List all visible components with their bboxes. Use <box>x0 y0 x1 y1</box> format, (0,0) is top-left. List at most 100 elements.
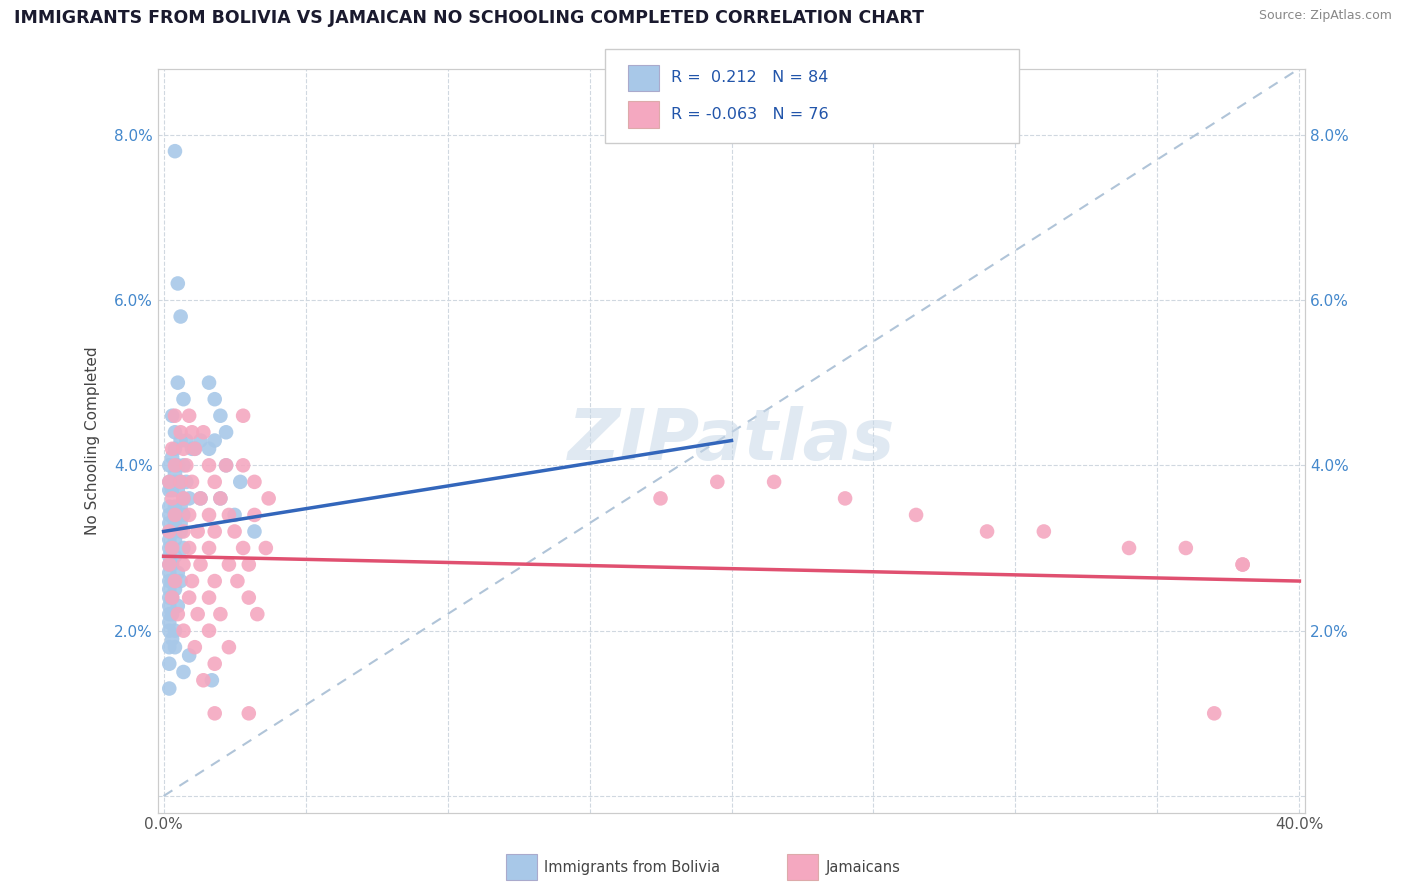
Point <box>243 475 266 489</box>
Point <box>163 409 186 423</box>
Point <box>254 541 277 555</box>
Point <box>166 277 188 291</box>
Point <box>190 434 212 448</box>
Point <box>169 500 191 514</box>
Point <box>172 491 194 506</box>
Point <box>1032 524 1054 539</box>
Point <box>169 475 191 489</box>
Point <box>229 475 252 489</box>
Point <box>166 483 188 497</box>
Point <box>198 541 221 555</box>
Point <box>160 591 183 605</box>
Point <box>179 409 201 423</box>
Point <box>224 508 246 522</box>
Point <box>157 500 180 514</box>
Point <box>181 425 204 440</box>
Point <box>172 558 194 572</box>
Point <box>169 574 191 588</box>
Point <box>163 467 186 481</box>
Point <box>181 574 204 588</box>
Point <box>157 574 180 588</box>
Point <box>163 574 186 588</box>
Point <box>166 566 188 580</box>
Point <box>1118 541 1140 555</box>
Point <box>157 599 180 613</box>
Point <box>198 442 221 456</box>
Point <box>204 475 226 489</box>
Point <box>257 491 280 506</box>
Point <box>243 508 266 522</box>
Point <box>181 475 204 489</box>
Point <box>706 475 728 489</box>
Point <box>179 591 201 605</box>
Point <box>157 624 180 638</box>
Point <box>160 450 183 464</box>
Point <box>232 541 254 555</box>
Point <box>238 558 260 572</box>
Point <box>157 615 180 630</box>
Point <box>163 524 186 539</box>
Point <box>160 483 183 497</box>
Text: R = -0.063   N = 76: R = -0.063 N = 76 <box>671 107 828 122</box>
Point <box>157 640 180 655</box>
Point <box>190 491 212 506</box>
Point <box>172 508 194 522</box>
Point <box>157 681 180 696</box>
Point <box>169 524 191 539</box>
Point <box>169 425 191 440</box>
Point <box>193 425 215 440</box>
Point <box>184 442 207 456</box>
Point <box>198 508 221 522</box>
Point <box>1204 706 1226 721</box>
Point <box>163 425 186 440</box>
Point <box>172 491 194 506</box>
Point <box>163 458 186 473</box>
Point <box>166 607 188 621</box>
Point <box>184 640 207 655</box>
Point <box>238 706 260 721</box>
Point <box>166 458 188 473</box>
Point <box>163 144 186 158</box>
Point <box>198 458 221 473</box>
Point <box>1232 558 1254 572</box>
Point <box>172 392 194 407</box>
Point <box>204 524 226 539</box>
Point <box>157 475 180 489</box>
Point <box>169 475 191 489</box>
Point <box>157 541 180 555</box>
Point <box>157 458 180 473</box>
Point <box>905 508 928 522</box>
Point <box>976 524 998 539</box>
Text: ZIPatlas: ZIPatlas <box>568 406 896 475</box>
Point <box>160 558 183 572</box>
Point <box>157 508 180 522</box>
Point <box>157 591 180 605</box>
Text: Jamaicans: Jamaicans <box>825 860 900 874</box>
Point <box>157 524 180 539</box>
Point <box>163 549 186 564</box>
Point <box>163 533 186 547</box>
Point <box>160 541 183 555</box>
Point <box>209 491 232 506</box>
Point <box>1232 558 1254 572</box>
Point <box>650 491 672 506</box>
Point <box>163 640 186 655</box>
Point <box>201 673 224 688</box>
Point <box>163 442 186 456</box>
Point <box>204 657 226 671</box>
Text: Source: ZipAtlas.com: Source: ZipAtlas.com <box>1258 9 1392 22</box>
Point <box>181 442 204 456</box>
Point <box>157 657 180 671</box>
Point <box>218 508 240 522</box>
Point <box>224 524 246 539</box>
Point <box>179 541 201 555</box>
Point <box>172 442 194 456</box>
Point <box>157 516 180 531</box>
Text: Immigrants from Bolivia: Immigrants from Bolivia <box>544 860 720 874</box>
Point <box>209 409 232 423</box>
Point <box>163 624 186 638</box>
Point <box>157 483 180 497</box>
Point <box>176 458 198 473</box>
Point <box>179 491 201 506</box>
Point <box>160 632 183 646</box>
